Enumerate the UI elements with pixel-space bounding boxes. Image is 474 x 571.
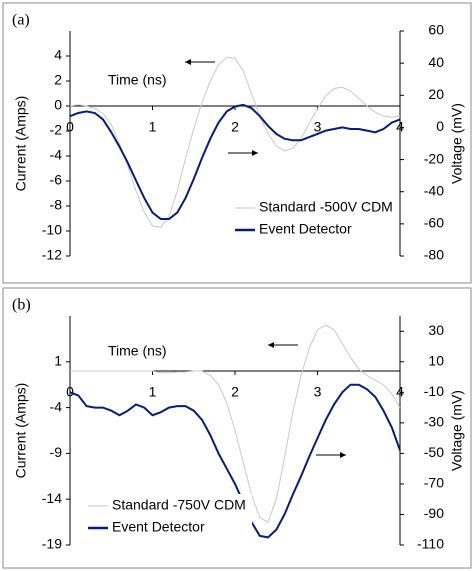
x-tick-label: 1 [149,384,157,400]
arrow-head [252,150,258,156]
series-line [69,383,401,539]
arrow-head [185,59,191,65]
y2-tick-label: -70 [424,475,444,491]
y-tick-label: -12 [42,247,62,263]
y-tick-label: -2 [50,122,63,138]
y2-axis-label: Voltage (mV) [449,103,465,184]
y2-tick-label: -20 [424,150,444,166]
series-line [70,324,401,523]
x-tick-label: 4 [396,384,404,400]
y-tick-label: -10 [42,222,62,238]
panel-label: (a) [12,12,30,29]
y-tick-label: -8 [50,197,63,213]
x-axis-label: Time (ns) [108,72,167,88]
legend-label: Standard -750V CDM [112,497,246,513]
y2-tick-label: 20 [428,86,444,102]
y2-tick-label: -60 [424,215,444,231]
y-tick-label: 1 [54,353,62,369]
arrow-head [340,452,346,458]
x-tick-label: 4 [396,119,404,135]
x-tick-label: 2 [231,119,239,135]
x-tick-label: 2 [231,384,239,400]
y-tick-label: 0 [54,97,62,113]
y-tick-label: -4 [50,147,63,163]
y-tick-label: -14 [42,490,62,506]
y-tick-label: -6 [50,172,63,188]
y2-tick-label: -80 [424,247,444,263]
x-tick-label: 3 [314,384,322,400]
legend-box [84,494,252,540]
y-tick-label: -9 [50,444,63,460]
y2-tick-label: -10 [424,383,444,399]
legend-box [231,196,399,242]
legend-label: Standard -500V CDM [259,199,393,215]
y-tick-label: -4 [50,398,63,414]
y2-tick-label: -50 [424,444,444,460]
x-tick-label: 1 [149,119,157,135]
y-tick-label: -19 [42,536,62,552]
legend-label: Event Detector [112,519,205,535]
x-tick-label: 0 [66,384,74,400]
arrow-head [268,342,274,348]
series-line [69,103,401,220]
y-tick-label: 4 [54,47,62,63]
y-axis-label: Current (Amps) [13,383,29,479]
y2-tick-label: -110 [417,536,444,552]
y2-tick-label: 30 [428,322,444,338]
y-axis-label: Current (Amps) [13,96,29,192]
y2-tick-label: -30 [424,414,444,430]
y2-tick-label: 0 [436,118,444,134]
y2-tick-label: 10 [428,353,444,369]
x-tick-label: 3 [314,119,322,135]
y2-tick-label: -90 [424,505,444,521]
legend-label: Event Detector [259,221,352,237]
x-tick-label: 0 [66,119,74,135]
y2-tick-label: 60 [428,22,444,38]
x-axis-label: Time (ns) [108,343,167,359]
y2-tick-label: -40 [424,182,444,198]
panel-label: (b) [12,297,31,314]
y2-axis-label: Voltage (mV) [449,390,465,471]
y2-tick-label: 40 [428,54,444,70]
y-tick-label: 2 [54,72,62,88]
